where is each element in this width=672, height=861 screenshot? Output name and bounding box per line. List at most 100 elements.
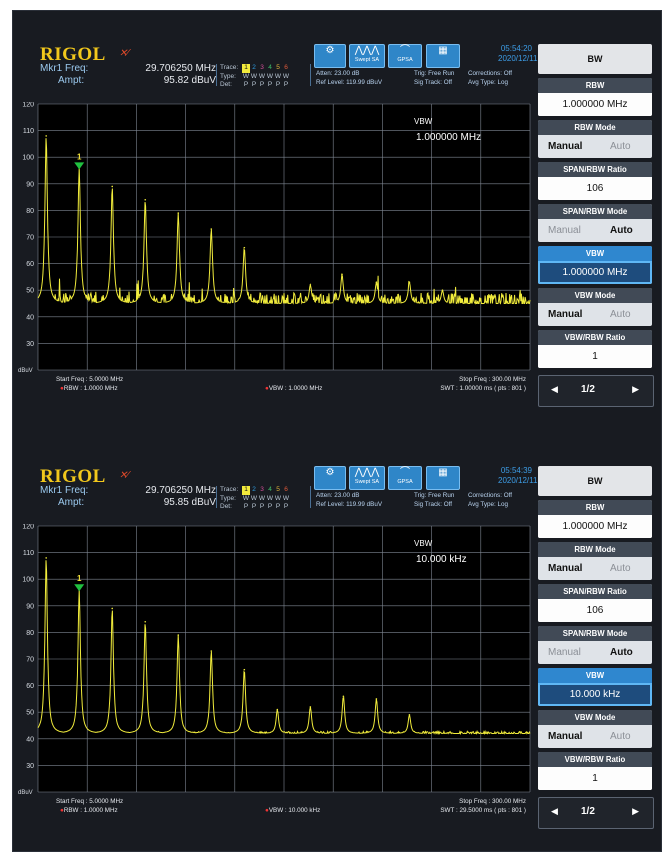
swept-sa-button[interactable]: ⋀⋀⋀ Swept SA [349, 44, 385, 68]
rbw-key[interactable]: RBW 1.000000 MHz [538, 78, 652, 116]
start-freq: Start Freq : 5.0000 MHz [56, 798, 124, 805]
marker-readout: Mkr1 Freq: 29.706250 MHz Ampt: 95.82 dBu… [40, 62, 216, 94]
vbw-mode-key[interactable]: VBW Mode Manual Auto [538, 288, 652, 326]
rbw-mode-key[interactable]: RBW Mode Manual Auto [538, 542, 652, 580]
rbw-key[interactable]: RBW 1.000000 MHz [538, 500, 652, 538]
marker-freq-value: 29.706250 MHz [145, 485, 216, 496]
trace-info: Trace: 1 2 3 4 5 6 Type: W W W W W W Det: P P P P P P [220, 486, 290, 512]
sweep-time: SWT : 1.00000 ms ( pts : 801 ) [440, 385, 526, 392]
harmonic-peak [408, 281, 411, 284]
vbw-key[interactable]: VBW 10.000 kHz [538, 668, 652, 706]
status-header: RIGOL ✕⁄ Mkr1 Freq: 29.706250 MHz Ampt: … [16, 40, 537, 102]
trace-det-2: P [251, 81, 257, 88]
marker-label: 1 [77, 152, 82, 161]
rbw-mode-key[interactable]: RBW Mode Manual Auto [538, 120, 652, 158]
span-mode-manual[interactable]: Manual [548, 225, 581, 236]
menu-title: BW [538, 44, 652, 74]
vbw-rbw-ratio-key[interactable]: VBW/RBW Ratio 1 [538, 330, 652, 368]
span-rbw-ratio-label: SPAN/RBW Ratio [538, 162, 652, 177]
spectrum-icon: ⋀⋀⋀ [354, 467, 380, 478]
vbw-mode-key[interactable]: VBW Mode Manual Auto [538, 710, 652, 748]
marker-ampt-label: Ampt: [58, 75, 85, 86]
vbw-rbw-ratio-key[interactable]: VBW/RBW Ratio 1 [538, 752, 652, 790]
vbw-mode-auto[interactable]: Auto [610, 731, 631, 742]
divider [216, 486, 217, 508]
y-tick-label: 110 [23, 128, 34, 135]
corrections: Corrections: Off [468, 70, 512, 77]
spectrum-plot[interactable]: 120 110 100 90 80 70 60 50 40 30 dBuV 1 VBW 10.000 kH… [16, 524, 532, 796]
span-rbw-ratio-key[interactable]: SPAN/RBW Ratio 106 [538, 584, 652, 622]
swept-sa-label: Swept SA [354, 57, 380, 63]
page-selector[interactable]: ◀ 1/2 ▶ [538, 797, 654, 829]
windows-button[interactable]: ▦ [426, 466, 460, 490]
vbw-mode-manual[interactable]: Manual [548, 731, 583, 742]
gear-icon: ⚙ [325, 467, 335, 478]
marker-freq-value: 29.706250 MHz [145, 63, 216, 74]
next-page-icon[interactable]: ▶ [632, 384, 639, 394]
y-tick-label: 40 [26, 736, 34, 743]
ref-level: Ref Level: 119.99 dBuV [316, 501, 383, 508]
trig: Trig: Free Run [414, 492, 455, 499]
settings-button[interactable]: ⚙ [314, 466, 346, 490]
prev-page-icon[interactable]: ◀ [551, 806, 558, 816]
harmonic-peak [243, 668, 246, 671]
trace-label: Trace: [220, 64, 239, 71]
vbw-key[interactable]: VBW 1.000000 MHz [538, 246, 652, 284]
rbw-mode-auto[interactable]: Auto [610, 563, 631, 574]
trace-det-3: P [259, 81, 265, 88]
y-tick-label: 90 [26, 181, 34, 188]
span-mode-auto[interactable]: Auto [610, 647, 633, 658]
harmonic-peak [210, 228, 213, 230]
rbw-mode-manual[interactable]: Manual [548, 141, 583, 152]
vbw-footer: ●VBW : 1.0000 MHz [265, 385, 323, 392]
next-page-icon[interactable]: ▶ [632, 806, 639, 816]
trace-type-2: W [250, 72, 258, 80]
harmonic-peak [177, 212, 180, 214]
vbw-key-label: VBW [538, 668, 652, 683]
harmonic-peak [375, 281, 378, 284]
rigol-logo: RIGOL [40, 466, 106, 487]
harmonic-peak [309, 706, 312, 708]
trace-det-1: P [243, 503, 249, 510]
harmonic-peak [342, 695, 345, 698]
harmonic-peak [111, 607, 114, 610]
vbw-mode-label: VBW Mode [538, 710, 652, 725]
corrections-info: Corrections: Off Avg Type: Log [468, 69, 512, 87]
vbw-readout-title: VBW [414, 539, 433, 548]
rbw-mode-manual[interactable]: Manual [548, 563, 583, 574]
rbw-key-label: RBW [538, 500, 652, 515]
spectrum-plot[interactable]: 120 110 100 90 80 70 60 50 40 30 dBuV 1 VBW 1.000000 … [16, 102, 532, 374]
clock: 05:54:20 2020/12/11 [498, 44, 537, 64]
prev-page-icon[interactable]: ◀ [551, 384, 558, 394]
span-mode-manual[interactable]: Manual [548, 647, 581, 658]
harmonic-peak [144, 620, 147, 623]
stop-freq: Stop Freq : 300.00 MHz [459, 798, 526, 805]
trace-number-2: 2 [252, 486, 256, 493]
gpsa-button[interactable]: ⌒ GPSA [388, 44, 422, 68]
vbw-mode-auto[interactable]: Auto [610, 309, 631, 320]
span-rbw-mode-key[interactable]: SPAN/RBW Mode Manual Auto [538, 626, 652, 664]
avg-type: Avg Type: Log [468, 79, 509, 86]
marker-freq-label: Mkr1 Freq: [40, 63, 89, 74]
span-rbw-mode-key[interactable]: SPAN/RBW Mode Manual Auto [538, 204, 652, 242]
settings-button[interactable]: ⚙ [314, 44, 346, 68]
rigol-logo: RIGOL [40, 44, 106, 65]
swept-sa-button[interactable]: ⋀⋀⋀ Swept SA [349, 466, 385, 490]
menu-title: BW [538, 466, 652, 496]
page-selector[interactable]: ◀ 1/2 ▶ [538, 375, 654, 407]
rbw-mode-auto[interactable]: Auto [610, 141, 631, 152]
trace-number-5: 5 [276, 64, 280, 71]
vbw-mode-manual[interactable]: Manual [548, 309, 583, 320]
span-mode-auto[interactable]: Auto [610, 225, 633, 236]
y-tick-label: 100 [22, 155, 34, 162]
windows-button[interactable]: ▦ [426, 44, 460, 68]
y-tick-label: 60 [26, 261, 34, 268]
span-rbw-ratio-key[interactable]: SPAN/RBW Ratio 106 [538, 162, 652, 200]
analyzer-screen-top: RIGOL ✕⁄ Mkr1 Freq: 29.706250 MHz Ampt: … [16, 40, 656, 425]
gpsa-button[interactable]: ⌒ GPSA [388, 466, 422, 490]
y-tick-label: 70 [26, 657, 34, 664]
trace-number-4: 4 [268, 64, 272, 71]
stop-freq: Stop Freq : 300.00 MHz [459, 376, 526, 383]
spectrum-icon: ⋀⋀⋀ [354, 45, 380, 56]
atten: Atten: 23.00 dB [316, 70, 360, 77]
